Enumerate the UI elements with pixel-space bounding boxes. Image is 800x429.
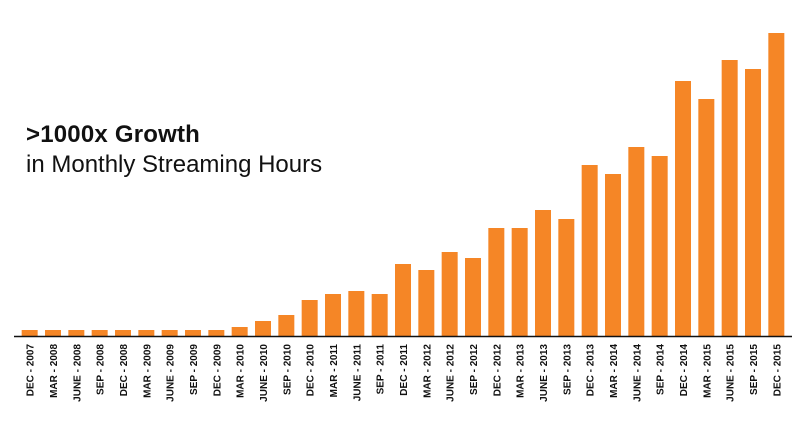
bar bbox=[138, 330, 155, 336]
x-tick-label: MAR - 2010 bbox=[236, 344, 247, 398]
bar bbox=[301, 300, 318, 336]
bar bbox=[161, 330, 178, 336]
bar bbox=[511, 228, 528, 336]
x-tick-label: SEP - 2015 bbox=[749, 344, 760, 395]
bar bbox=[535, 210, 551, 336]
bar bbox=[581, 165, 598, 336]
bar bbox=[21, 330, 38, 336]
chart-headline: >1000x Growth in Monthly Streaming Hours bbox=[26, 120, 322, 180]
x-tick-label: JUNE - 2011 bbox=[352, 344, 363, 402]
x-tick-label: DEC - 2011 bbox=[399, 344, 410, 396]
bar bbox=[441, 252, 458, 336]
x-tick-label: JUNE - 2014 bbox=[632, 344, 643, 402]
x-tick-label: SEP - 2011 bbox=[376, 344, 387, 395]
bar bbox=[698, 99, 715, 336]
bar bbox=[278, 315, 295, 336]
x-tick-label: SEP - 2008 bbox=[96, 344, 107, 395]
bar bbox=[418, 270, 435, 336]
x-tick-label: JUNE - 2013 bbox=[539, 344, 550, 402]
bar bbox=[721, 60, 738, 336]
x-tick-label: JUNE - 2015 bbox=[726, 344, 737, 402]
bar bbox=[68, 330, 85, 336]
x-tick-label: JUNE - 2010 bbox=[259, 344, 270, 402]
bar bbox=[115, 330, 131, 336]
x-tick-label: MAR - 2012 bbox=[422, 344, 433, 398]
bar bbox=[208, 330, 225, 336]
x-tick-label: JUNE - 2009 bbox=[166, 344, 177, 402]
x-tick-label: MAR - 2011 bbox=[329, 344, 340, 398]
x-tick-label: SEP - 2012 bbox=[469, 344, 480, 395]
bar bbox=[348, 291, 365, 336]
x-tick-label: SEP - 2014 bbox=[656, 344, 667, 395]
bar bbox=[675, 81, 691, 336]
bar bbox=[185, 330, 201, 336]
x-tick-label: MAR - 2015 bbox=[702, 344, 713, 398]
bar bbox=[488, 228, 505, 336]
x-tick-label: MAR - 2009 bbox=[142, 344, 153, 398]
x-tick-label: MAR - 2013 bbox=[516, 344, 527, 398]
x-tick-label: MAR - 2008 bbox=[49, 344, 60, 398]
x-tick-label: DEC - 2009 bbox=[212, 344, 223, 397]
bar bbox=[231, 327, 248, 336]
x-tick-label: DEC - 2012 bbox=[492, 344, 503, 397]
chart-title: >1000x Growth bbox=[26, 121, 201, 148]
bar bbox=[465, 258, 481, 336]
chart-subtitle: in Monthly Streaming Hours bbox=[26, 151, 323, 178]
bar bbox=[371, 294, 388, 336]
x-tick-label: SEP - 2013 bbox=[562, 344, 573, 395]
bar bbox=[325, 294, 341, 336]
x-tick-label: DEC - 2014 bbox=[679, 344, 690, 397]
x-tick-label: JUNE - 2012 bbox=[446, 344, 457, 402]
x-tick-label: DEC - 2015 bbox=[772, 344, 783, 397]
x-tick-label: MAR - 2014 bbox=[609, 344, 620, 398]
bar bbox=[255, 321, 271, 336]
x-tick-label: DEC - 2007 bbox=[26, 344, 37, 397]
bar bbox=[395, 264, 411, 336]
bar bbox=[91, 330, 108, 336]
bar bbox=[45, 330, 61, 336]
x-tick-label: SEP - 2009 bbox=[189, 344, 200, 395]
bar bbox=[605, 174, 621, 336]
bar bbox=[651, 156, 668, 336]
x-tick-label: DEC - 2013 bbox=[586, 344, 597, 397]
x-tick-label: DEC - 2010 bbox=[306, 344, 317, 397]
bar bbox=[558, 219, 575, 336]
bar bbox=[745, 69, 761, 336]
x-tick-label: SEP - 2010 bbox=[282, 344, 293, 395]
x-tick-label: DEC - 2008 bbox=[119, 344, 130, 397]
x-tick-label: JUNE - 2008 bbox=[72, 344, 83, 402]
bar bbox=[628, 147, 645, 336]
bar bbox=[768, 33, 785, 336]
